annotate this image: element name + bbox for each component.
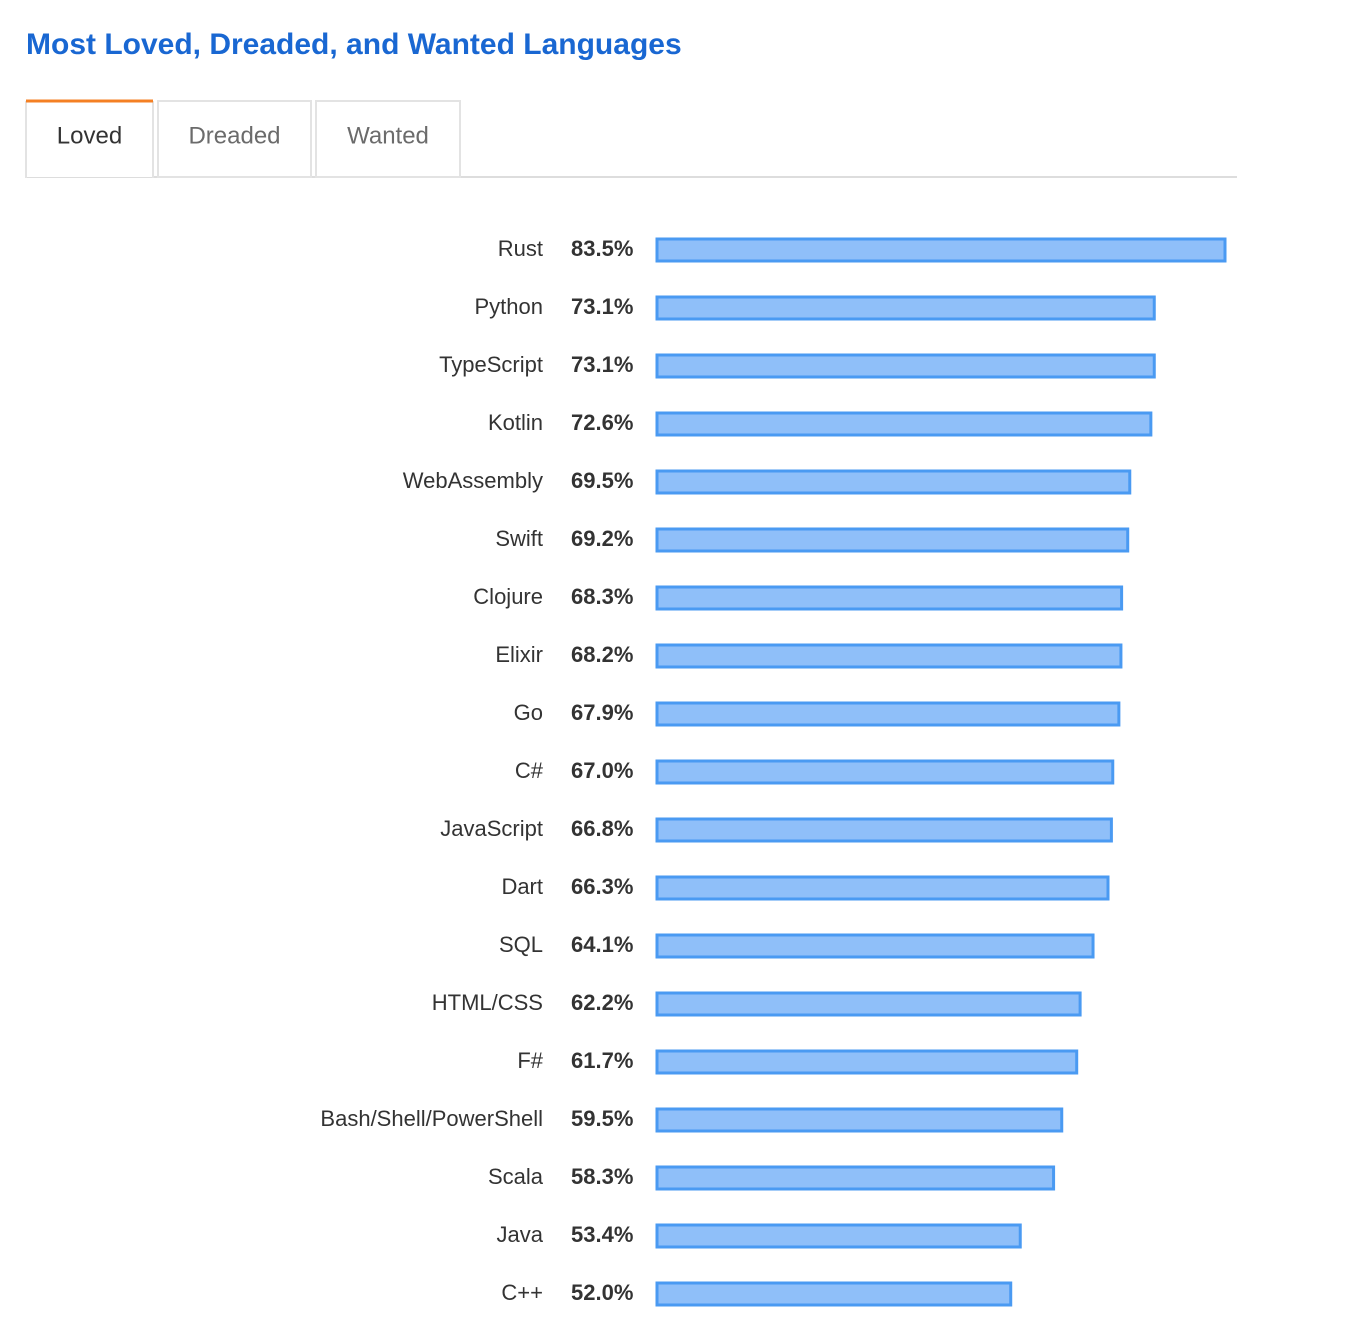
category-label: SQL bbox=[499, 932, 543, 957]
category-label: Scala bbox=[488, 1164, 544, 1189]
tab-box bbox=[157, 100, 312, 178]
tab-label: Loved bbox=[57, 122, 122, 149]
category-label: WebAssembly bbox=[403, 468, 543, 493]
bar bbox=[655, 817, 1113, 843]
value-label: 52.0% bbox=[571, 1280, 633, 1305]
tab[interactable]: Dreaded bbox=[157, 100, 312, 178]
category-label: Dart bbox=[501, 874, 543, 899]
tab-box bbox=[26, 101, 153, 177]
value-label: 64.1% bbox=[571, 932, 633, 957]
bar bbox=[655, 527, 1130, 553]
bar bbox=[655, 759, 1115, 785]
tab[interactable]: Wanted bbox=[315, 100, 461, 178]
value-label: 66.8% bbox=[571, 816, 633, 841]
bar bbox=[655, 875, 1110, 901]
value-label: 69.5% bbox=[571, 468, 633, 493]
category-label: Rust bbox=[498, 236, 543, 261]
category-label: Clojure bbox=[473, 584, 543, 609]
value-label: 69.2% bbox=[571, 526, 633, 551]
bar bbox=[655, 1165, 1056, 1191]
value-label: 58.3% bbox=[571, 1164, 633, 1189]
bar bbox=[655, 1049, 1079, 1075]
chart-title: Most Loved, Dreaded, and Wanted Language… bbox=[26, 28, 682, 61]
value-label: 72.6% bbox=[571, 410, 633, 435]
category-label: F# bbox=[517, 1048, 543, 1073]
category-label: JavaScript bbox=[440, 816, 543, 841]
category-label: Swift bbox=[495, 526, 543, 551]
bar bbox=[655, 1107, 1064, 1133]
category-label: TypeScript bbox=[439, 352, 543, 377]
bar bbox=[655, 1223, 1022, 1249]
tab-label: Dreaded bbox=[188, 122, 280, 149]
value-label: 68.2% bbox=[571, 642, 633, 667]
category-label: Java bbox=[497, 1222, 544, 1247]
category-label: Kotlin bbox=[488, 410, 543, 435]
value-label: 83.5% bbox=[571, 236, 633, 261]
value-label: 66.3% bbox=[571, 874, 633, 899]
category-label: C++ bbox=[501, 1280, 543, 1305]
category-label: Elixir bbox=[495, 642, 543, 667]
category-label: Python bbox=[475, 294, 544, 319]
bar bbox=[655, 411, 1153, 437]
value-label: 53.4% bbox=[571, 1222, 633, 1247]
tab-box bbox=[315, 100, 461, 178]
bar bbox=[655, 353, 1156, 379]
category-label: Bash/Shell/PowerShell bbox=[320, 1106, 543, 1131]
bar bbox=[655, 469, 1132, 495]
plot: Rust 83.5% Python 73.1% TypeScript 73.1% Kotli… bbox=[320, 236, 1227, 1307]
bar bbox=[655, 237, 1227, 263]
tab-bar: Loved Dreaded Wanted bbox=[25, 99, 461, 178]
bar bbox=[655, 991, 1082, 1017]
tab[interactable]: Loved bbox=[25, 99, 154, 178]
value-label: 73.1% bbox=[571, 352, 633, 377]
value-label: 68.3% bbox=[571, 584, 633, 609]
category-label: Go bbox=[514, 700, 543, 725]
bar bbox=[655, 643, 1123, 669]
bar bbox=[655, 295, 1156, 321]
value-label: 73.1% bbox=[571, 294, 633, 319]
bar bbox=[655, 701, 1121, 727]
bar bbox=[655, 1281, 1013, 1307]
value-label: 62.2% bbox=[571, 990, 633, 1015]
value-label: 61.7% bbox=[571, 1048, 633, 1073]
tab-label: Wanted bbox=[347, 122, 429, 149]
bar bbox=[655, 933, 1095, 959]
value-label: 67.9% bbox=[571, 700, 633, 725]
category-label: HTML/CSS bbox=[432, 990, 543, 1015]
value-label: 67.0% bbox=[571, 758, 633, 783]
bar bbox=[655, 585, 1124, 611]
value-label: 59.5% bbox=[571, 1106, 633, 1131]
category-label: C# bbox=[515, 758, 544, 783]
